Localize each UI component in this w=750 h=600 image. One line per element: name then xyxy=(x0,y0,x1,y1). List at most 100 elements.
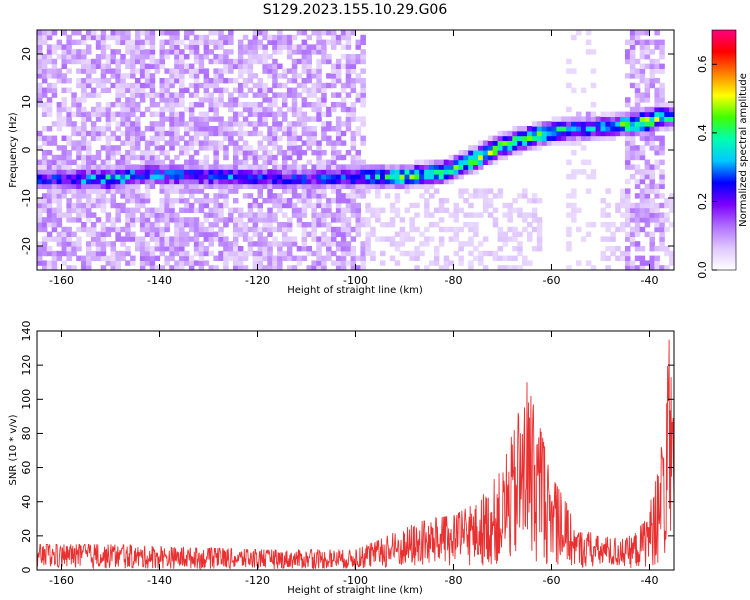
spectrogram-cell xyxy=(76,198,82,204)
spectrogram-cell xyxy=(580,121,587,127)
spectrogram-cell xyxy=(536,236,543,242)
spectrogram-cell xyxy=(590,111,597,117)
spectrogram-cell xyxy=(345,78,352,84)
spectrogram-cell xyxy=(61,102,67,108)
spectrogram-cell xyxy=(512,150,518,156)
spectrogram-cell xyxy=(620,121,626,127)
spectrogram-cell xyxy=(654,87,660,93)
spectrogram-cell xyxy=(296,116,303,122)
spectrogram-cell xyxy=(311,222,317,228)
spectrogram-cell xyxy=(76,202,82,209)
spectrogram-cell xyxy=(149,178,156,185)
spectrogram-cell xyxy=(649,106,655,113)
spectrogram-cell xyxy=(625,193,631,199)
spectrogram-cell xyxy=(331,159,337,165)
spectrogram-cell xyxy=(634,169,641,175)
spectrogram-cell xyxy=(654,68,660,74)
spectrogram-cell xyxy=(179,145,185,151)
spectrogram-cell xyxy=(487,159,494,165)
spectrogram-cell xyxy=(46,111,53,117)
spectrogram-cell xyxy=(86,140,92,146)
spectrogram-cell xyxy=(213,39,219,45)
spectrogram-cell xyxy=(169,217,175,223)
spectrogram-cell xyxy=(634,255,641,261)
spectrogram-cell xyxy=(223,58,229,65)
spectrogram-cell xyxy=(629,154,636,161)
spectrogram-cell xyxy=(590,82,597,89)
spectrogram-cell xyxy=(81,265,87,271)
spectrogram-cell xyxy=(634,246,641,252)
spectrogram-cell xyxy=(335,183,342,189)
spectrogram-cell xyxy=(228,78,234,84)
spectrogram-cell xyxy=(629,44,636,50)
spectrogram-cell xyxy=(272,255,278,261)
spectrogram-cell xyxy=(659,82,665,89)
spectrogram-cell xyxy=(463,169,469,175)
spectrogram-cell xyxy=(188,164,195,170)
spectrogram-cell xyxy=(546,130,553,137)
spectrogram-cell xyxy=(639,126,646,132)
spectrogram-cell xyxy=(360,178,366,185)
spectrogram-cell xyxy=(198,126,205,132)
spectrogram-cell xyxy=(203,246,210,252)
spectrogram-cell xyxy=(125,34,131,41)
spectrogram-cell xyxy=(149,82,156,89)
spectrogram-cell xyxy=(188,193,195,199)
spectrogram-cell xyxy=(350,212,357,218)
spectrogram-cell xyxy=(86,73,92,79)
spectrogram-cell xyxy=(139,198,146,204)
spectrogram-cell xyxy=(90,126,97,132)
spectrogram-cell xyxy=(615,121,621,127)
spectrogram-cell xyxy=(86,202,92,209)
spectrogram-cell xyxy=(61,116,67,122)
spectrogram-cell xyxy=(218,236,224,242)
spectrogram-cell xyxy=(115,34,121,41)
spectrogram-cell xyxy=(355,193,361,199)
spectrogram-cell xyxy=(120,73,126,79)
spectrogram-cell xyxy=(644,159,651,165)
spectrogram-cell xyxy=(644,130,651,137)
spectrogram-cell xyxy=(169,111,175,117)
snr-x-tick-label: -60 xyxy=(543,574,561,587)
spectrogram-cell xyxy=(237,54,244,60)
spectrogram-cell xyxy=(188,82,195,89)
spectrogram-cell xyxy=(340,30,347,36)
spectrogram-cell xyxy=(213,222,219,228)
spectrogram-cell xyxy=(169,92,175,98)
spectrogram-cell xyxy=(223,222,229,228)
spectrogram-cell xyxy=(301,169,308,175)
spectrogram-cell xyxy=(81,39,87,45)
spectrogram-cell xyxy=(193,250,200,257)
colorbar-tick-label: 0.0 xyxy=(696,261,709,279)
spectrogram-cell xyxy=(159,82,165,89)
spectrogram-cell xyxy=(507,150,513,156)
spectrogram-cell xyxy=(487,135,494,141)
spectrogram-cell xyxy=(267,54,273,60)
spectrogram-cell xyxy=(193,58,200,65)
spectrogram-cell xyxy=(291,126,298,132)
spectrogram-cell xyxy=(37,49,43,55)
spectrogram-cell xyxy=(120,102,126,108)
spectrogram-cell xyxy=(257,265,263,271)
spectrogram-cell xyxy=(282,116,288,122)
spectrogram-cell xyxy=(634,202,641,209)
spectrogram-cell xyxy=(100,34,107,41)
spectrogram-cell xyxy=(223,193,229,199)
spectrogram-cell xyxy=(159,231,165,237)
spectrogram-cell xyxy=(262,145,268,151)
spectrogram-cell xyxy=(478,250,484,257)
spectrogram-cell xyxy=(100,207,107,213)
spectrogram-cell xyxy=(429,260,435,266)
spectrogram-cell xyxy=(95,164,102,170)
spectrogram-cell xyxy=(208,250,214,257)
spectrogram-cell xyxy=(174,97,180,103)
spectrogram-cell xyxy=(188,63,195,69)
spectrogram-cell xyxy=(306,130,312,137)
spectrogram-cell xyxy=(267,102,273,108)
spectrogram-cell xyxy=(174,39,180,45)
spectrogram-cell xyxy=(267,226,273,233)
spectrogram-cell xyxy=(174,102,180,108)
spectrogram-cell xyxy=(213,164,219,170)
spectrogram-cell xyxy=(233,250,239,257)
spectrogram-cell xyxy=(335,58,342,65)
